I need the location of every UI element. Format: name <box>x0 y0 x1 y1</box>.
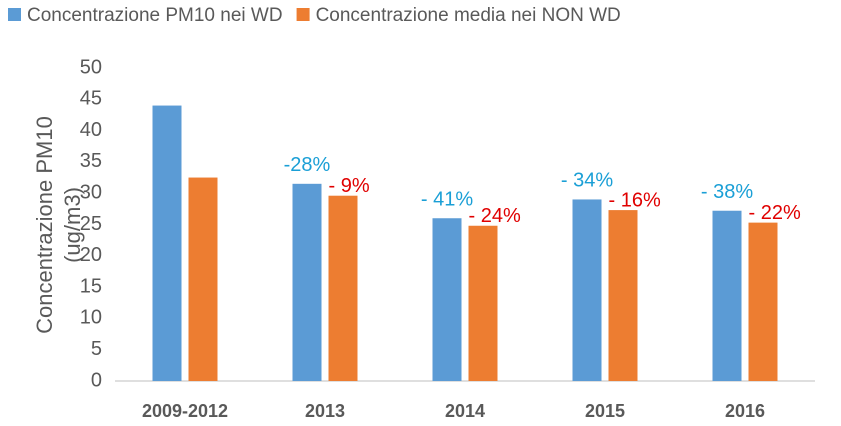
annotation: - 41% <box>421 189 473 211</box>
bar <box>328 195 358 381</box>
bar <box>748 222 778 381</box>
annotation: - 9% <box>329 175 370 197</box>
x-tick-label: 2014 <box>445 401 485 421</box>
y-tick-label: 35 <box>80 150 102 172</box>
bar <box>292 183 322 381</box>
y-tick-label: 40 <box>80 119 102 141</box>
y-tick-label: 5 <box>91 338 102 360</box>
bar <box>152 105 182 381</box>
y-axis-title-line: (ug/m3) <box>60 187 85 263</box>
annotation: - 16% <box>609 189 661 211</box>
legend-swatch <box>296 8 310 21</box>
annotation: - 34% <box>561 170 613 192</box>
y-axis-title: Concentrazione PM10 (ug/m3) <box>32 116 85 334</box>
annotation: -28% <box>284 154 331 176</box>
y-tick-label: 30 <box>80 181 102 203</box>
bar <box>608 210 638 381</box>
y-axis-title-line: Concentrazione PM10 <box>32 116 57 334</box>
annotation: - 38% <box>701 181 753 203</box>
x-tick-label: 2013 <box>305 401 345 421</box>
y-tick-label: 15 <box>80 275 102 297</box>
y-tick-label: 25 <box>80 213 102 235</box>
bar <box>712 210 742 381</box>
legend-label: Concentrazione media nei NON WD <box>316 5 621 26</box>
y-tick-label: 10 <box>80 307 102 329</box>
annotation: - 22% <box>749 202 801 224</box>
x-tick-label: 2009-2012 <box>142 401 228 421</box>
y-tick-label: 20 <box>80 244 102 266</box>
bar <box>432 218 462 381</box>
bar <box>468 225 498 381</box>
x-tick-label: 2016 <box>725 401 765 421</box>
bar <box>572 199 602 381</box>
x-tick-label: 2015 <box>585 401 625 421</box>
y-tick-label: 50 <box>80 56 102 78</box>
annotation: - 24% <box>469 205 521 227</box>
bar <box>188 177 218 381</box>
y-tick-label: 45 <box>80 88 102 110</box>
legend-swatch <box>8 8 21 21</box>
y-tick-label: 0 <box>91 369 102 391</box>
legend-label: Concentrazione PM10 nei WD <box>27 5 283 26</box>
